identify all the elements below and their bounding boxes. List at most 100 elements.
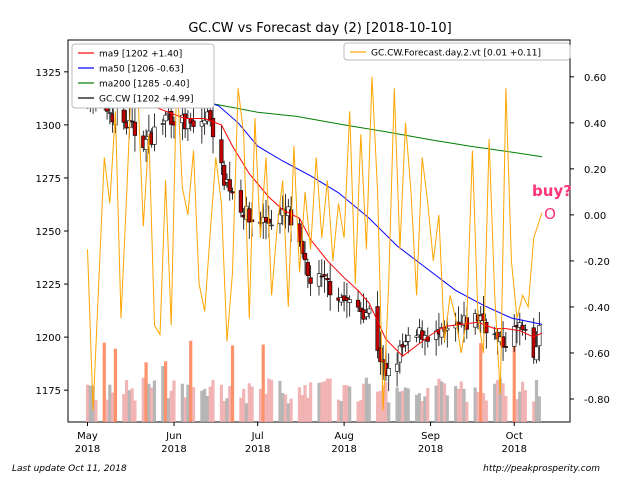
volume-bar: [420, 401, 424, 422]
volume-bar: [242, 388, 246, 422]
candle-body: [537, 325, 542, 347]
candle-body: [319, 275, 324, 278]
candle-body: [328, 280, 333, 296]
candle-body: [132, 121, 138, 136]
volume-bar: [387, 402, 391, 422]
candle-body: [219, 139, 224, 164]
y-right-tick-label: -0.80: [584, 395, 610, 406]
x-tick-label: May: [77, 431, 98, 442]
ma200-line: [179, 98, 543, 158]
candle-body: [308, 277, 313, 284]
candle-body: [222, 164, 227, 186]
volume-bar: [406, 388, 410, 422]
candle-body: [503, 346, 508, 348]
y-right-tick-label: -0.20: [584, 257, 610, 268]
volume-bar: [473, 387, 477, 422]
volume-bar: [161, 366, 165, 422]
volume-bar: [362, 383, 366, 422]
volume-bar: [476, 392, 480, 422]
volume-bar: [359, 400, 363, 422]
candle-body: [355, 299, 361, 308]
legend-right-box: [343, 42, 571, 61]
candle-body: [344, 297, 349, 301]
candle-body: [300, 240, 305, 254]
candle-body: [403, 341, 408, 346]
legend-left-box: [71, 43, 215, 109]
volume-bar: [339, 401, 343, 422]
volume-bar: [515, 399, 519, 422]
x-tick-label: 2018: [331, 444, 356, 455]
legend-left: ma9 [1202 +1.40] ma50 [1206 -0.63] ma200 […: [71, 43, 215, 109]
candle-body: [434, 330, 439, 340]
volume-bar: [152, 380, 157, 422]
volume-bar: [205, 395, 210, 422]
candle-body: [523, 329, 528, 331]
x-tick-label: 2018: [501, 444, 526, 455]
volume-bar: [166, 398, 170, 422]
y-left-tick-label: 1250: [36, 227, 61, 238]
volume-bar: [169, 390, 173, 422]
volume-bar: [518, 391, 522, 422]
volume-bar: [328, 378, 332, 422]
candle-body: [386, 368, 391, 377]
volume-bar: [384, 381, 388, 422]
volume-bar: [267, 378, 271, 422]
volume-bar: [454, 386, 458, 422]
volume-bar: [225, 398, 229, 422]
volume-bar: [203, 388, 207, 422]
x-tick-label: Oct: [506, 431, 523, 442]
candle-body: [121, 109, 126, 123]
candle-body: [208, 110, 213, 121]
legend-left-label: ma200 [1285 -0.40]: [99, 80, 189, 90]
candle-body: [269, 224, 274, 227]
candle-body: [439, 327, 444, 338]
y-left-tick-label: 1275: [36, 174, 61, 185]
x-tick-label: Jun: [165, 431, 182, 442]
volume-bar: [211, 380, 215, 422]
chart-title: GC.CW vs Forecast day (2) [2018-10-10]: [188, 21, 451, 36]
y-right-tick-label: 0.60: [584, 73, 606, 84]
buy-marker: O: [544, 205, 556, 223]
volume-bar: [286, 403, 290, 422]
volume-bar: [345, 385, 349, 422]
volume-bar: [440, 381, 444, 422]
candle-body: [107, 112, 112, 114]
volume-bar: [208, 386, 212, 422]
y-right-tick-label: 0.20: [584, 165, 606, 176]
candle-body: [414, 335, 419, 338]
volume-bar: [219, 384, 223, 422]
volume-bar: [88, 385, 92, 422]
volume-bar: [230, 345, 235, 422]
volume-bar: [322, 381, 327, 422]
y-left-tick-label: 1325: [36, 68, 61, 79]
candle-body: [163, 114, 168, 122]
legend-right: GC.CW.Forecast.day.2.vt [0.01 +0.11]: [343, 42, 571, 61]
volume-bar: [281, 393, 285, 422]
volume-bar: [180, 383, 184, 422]
volume-bar: [501, 383, 505, 422]
candle-body: [302, 252, 308, 261]
volume-bar: [317, 382, 321, 422]
forecast-line: [87, 65, 543, 411]
volume-bar: [364, 377, 369, 422]
candle-body: [305, 262, 310, 277]
volume-bar: [520, 381, 525, 422]
buy-annotation: buy? O: [532, 182, 572, 223]
candle-body: [160, 123, 165, 125]
volume-bar: [484, 400, 488, 422]
candle-body: [520, 324, 525, 331]
volume-bar: [325, 378, 329, 422]
volume-bar: [144, 362, 148, 422]
legend-left-label: ma50 [1206 -0.63]: [99, 65, 184, 75]
volume-bar: [320, 382, 324, 422]
volume-bar: [127, 390, 131, 422]
legend-left-label: ma9 [1202 +1.40]: [99, 50, 182, 60]
volume-bar: [297, 387, 302, 422]
volume-bar: [172, 380, 176, 422]
volume-bar: [415, 394, 419, 422]
candle-body: [364, 312, 369, 318]
volume-bar: [222, 401, 226, 422]
volume-bar: [303, 385, 307, 422]
y-left-tick-label: 1300: [36, 121, 61, 132]
volume-bar: [367, 383, 371, 422]
